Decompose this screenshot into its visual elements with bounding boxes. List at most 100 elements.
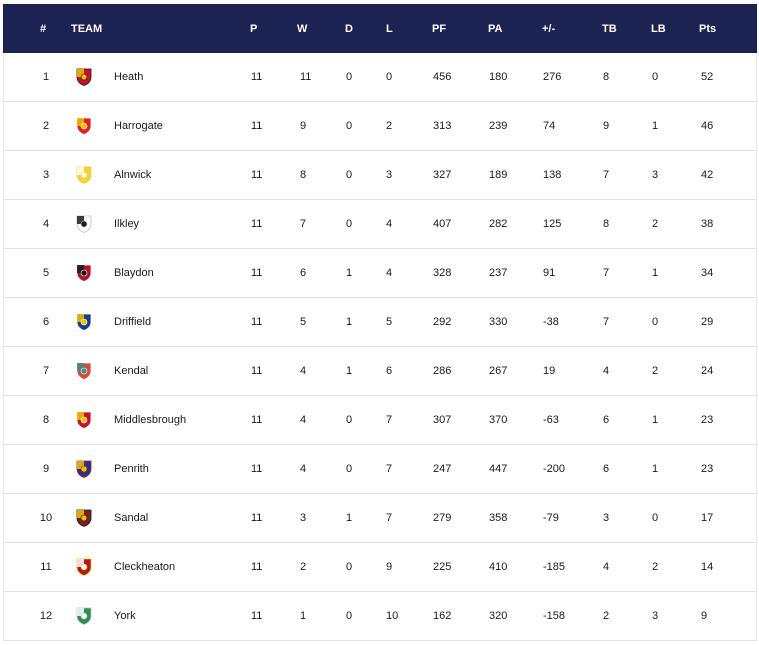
cell-points-against: 189 (489, 169, 508, 181)
cell-team-name[interactable]: Driffield (114, 316, 152, 328)
cell-difference: 276 (543, 71, 562, 83)
header-team[interactable]: TEAM (71, 22, 103, 35)
cell-points: 17 (701, 512, 714, 524)
header-rank[interactable]: # (40, 22, 47, 35)
cell-lost: 7 (386, 512, 393, 524)
cell-played: 11 (251, 169, 263, 181)
header-lb[interactable]: LB (651, 22, 666, 35)
cell-drawn: 1 (346, 365, 353, 377)
cell-rank: 4 (42, 218, 50, 230)
cell-lost: 7 (386, 414, 393, 426)
cell-try-bonus: 9 (603, 120, 610, 132)
cell-team-name[interactable]: Middlesbrough (114, 414, 187, 426)
cell-team-name[interactable]: York (114, 610, 136, 622)
cell-points: 52 (701, 71, 714, 83)
cleckheaton-crest-icon[interactable] (76, 558, 92, 579)
middlesbrough-crest-icon[interactable] (76, 411, 92, 432)
cell-rank: 3 (42, 169, 50, 181)
cell-won: 6 (300, 267, 307, 279)
cell-played: 11 (251, 365, 263, 377)
cell-rank: 9 (42, 463, 50, 475)
cell-losing-bonus: 0 (652, 71, 659, 83)
cell-played: 11 (251, 561, 263, 573)
cell-won: 4 (300, 414, 307, 426)
table-row[interactable]: 9 11 4 0 7 247 447 -200 6 1 23 Penrith (3, 445, 757, 494)
cell-won: 4 (300, 463, 307, 475)
cell-team-name[interactable]: Ilkley (114, 218, 140, 230)
cell-points-against: 282 (489, 218, 508, 230)
header-pts[interactable]: Pts (699, 22, 717, 35)
cell-difference: 91 (543, 267, 556, 279)
cell-points-against: 370 (489, 414, 508, 426)
cell-won: 9 (300, 120, 307, 132)
table-body: 1 11 11 0 0 456 180 276 8 0 52 Heath 2 11 9 0 2 313 239 74 9… (3, 53, 757, 641)
sandal-crest-icon[interactable] (76, 509, 92, 530)
table-row[interactable]: 8 11 4 0 7 307 370 -63 6 1 23 Middlesbrough (3, 396, 757, 445)
penrith-crest-icon[interactable] (76, 460, 92, 481)
header-tb[interactable]: TB (602, 22, 617, 35)
cell-points-for: 327 (433, 169, 452, 181)
cell-team-name[interactable]: Penrith (114, 463, 149, 475)
harrogate-crest-icon[interactable] (76, 117, 92, 138)
cell-try-bonus: 7 (603, 267, 610, 279)
table-row[interactable]: 1 11 11 0 0 456 180 276 8 0 52 Heath (3, 53, 757, 102)
cell-team-name[interactable]: Harrogate (114, 120, 163, 132)
header-pa[interactable]: PA (488, 22, 503, 35)
header-w[interactable]: W (297, 22, 308, 35)
blaydon-crest-icon[interactable] (76, 264, 92, 285)
cell-won: 3 (300, 512, 307, 524)
cell-points-against: 239 (489, 120, 508, 132)
header-d[interactable]: D (345, 22, 353, 35)
cell-played: 11 (251, 71, 263, 83)
table-row[interactable]: 7 11 4 1 6 286 267 19 4 2 24 Kendal (3, 347, 757, 396)
cell-points: 38 (701, 218, 714, 230)
cell-rank: 5 (42, 267, 50, 279)
cell-points-for: 286 (433, 365, 452, 377)
header-p[interactable]: P (250, 22, 258, 35)
cell-team-name[interactable]: Kendal (114, 365, 149, 377)
table-row[interactable]: 12 11 1 0 10 162 320 -158 2 3 9 York (3, 592, 757, 641)
cell-team-name[interactable]: Sandal (114, 512, 149, 524)
header-diff[interactable]: +/- (542, 22, 556, 35)
alnwick-crest-icon[interactable] (76, 166, 92, 187)
cell-team-name[interactable]: Heath (114, 71, 144, 83)
ilkley-crest-icon[interactable] (76, 215, 92, 236)
table-row[interactable]: 4 11 7 0 4 407 282 125 8 2 38 Ilkley (3, 200, 757, 249)
cell-drawn: 0 (346, 71, 353, 83)
cell-points: 14 (701, 561, 714, 573)
league-table: # TEAM P W D L PF PA +/- TB LB Pts 1 11 11… (3, 4, 757, 641)
cell-rank: 11 (40, 561, 52, 573)
york-crest-icon[interactable] (76, 607, 92, 628)
cell-losing-bonus: 2 (652, 561, 659, 573)
table-row[interactable]: 5 11 6 1 4 328 237 91 7 1 34 Blaydon (3, 249, 757, 298)
cell-difference: 74 (543, 120, 556, 132)
cell-try-bonus: 7 (603, 316, 610, 328)
cell-drawn: 0 (346, 463, 353, 475)
table-row[interactable]: 10 11 3 1 7 279 358 -79 3 0 17 Sandal (3, 494, 757, 543)
kendal-crest-icon[interactable] (76, 362, 92, 383)
cell-team-name[interactable]: Alnwick (114, 169, 152, 181)
cell-played: 11 (251, 610, 263, 622)
cell-played: 11 (251, 120, 263, 132)
cell-difference: -38 (543, 316, 559, 328)
cell-team-name[interactable]: Blaydon (114, 267, 154, 279)
cell-drawn: 0 (346, 561, 353, 573)
header-pf[interactable]: PF (432, 22, 447, 35)
cell-difference: -158 (543, 610, 566, 622)
driffield-crest-icon[interactable] (76, 313, 92, 334)
table-header: # TEAM P W D L PF PA +/- TB LB Pts (3, 4, 757, 53)
cell-lost: 4 (386, 218, 393, 230)
table-row[interactable]: 6 11 5 1 5 292 330 -38 7 0 29 Driffield (3, 298, 757, 347)
heath-crest-icon[interactable] (76, 68, 92, 89)
cell-points: 23 (701, 463, 714, 475)
cell-points-against: 180 (489, 71, 508, 83)
table-row[interactable]: 3 11 8 0 3 327 189 138 7 3 42 Alnwick (3, 151, 757, 200)
table-row[interactable]: 11 11 2 0 9 225 410 -185 4 2 14 Cleckheaton (3, 543, 757, 592)
cell-points-against: 237 (489, 267, 508, 279)
cell-team-name[interactable]: Cleckheaton (114, 561, 176, 573)
header-l[interactable]: L (386, 22, 393, 35)
cell-points-for: 162 (433, 610, 452, 622)
cell-rank: 10 (39, 512, 53, 524)
cell-points-for: 307 (433, 414, 452, 426)
table-row[interactable]: 2 11 9 0 2 313 239 74 9 1 46 Harrogate (3, 102, 757, 151)
